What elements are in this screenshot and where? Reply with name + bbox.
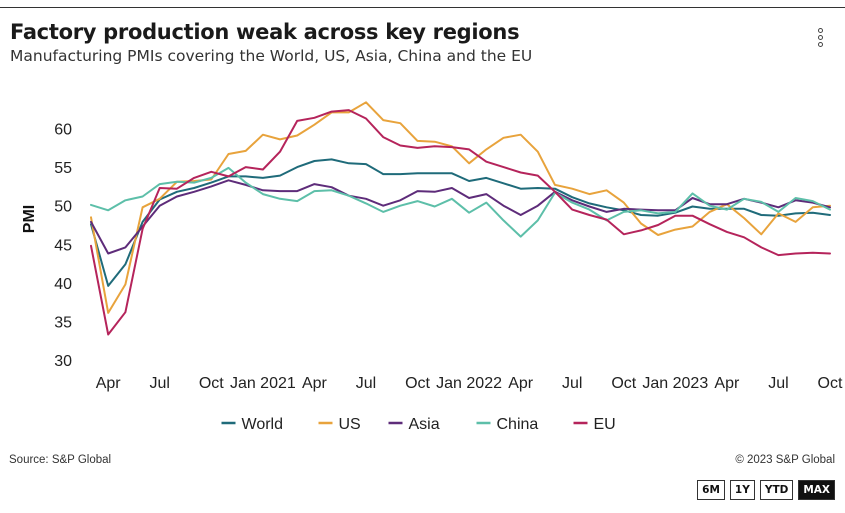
y-tick-label: 55 <box>54 160 72 177</box>
x-tick-label: Apr <box>96 375 122 392</box>
x-tick-label: Jul <box>356 375 376 392</box>
x-tick-label: Oct <box>611 375 636 392</box>
x-tick-label: Oct <box>818 375 843 392</box>
x-tick-label: Oct <box>199 375 224 392</box>
y-tick-label: 60 <box>54 122 72 139</box>
legend-label-asia: Asia <box>409 416 440 433</box>
y-axis-label: PMI <box>21 205 38 233</box>
chart-subtitle: Manufacturing PMIs covering the World, U… <box>10 47 533 65</box>
kebab-menu-icon[interactable] <box>813 28 827 56</box>
range-button-max[interactable]: MAX <box>798 480 835 500</box>
y-tick-label: 30 <box>54 353 72 370</box>
y-tick-label: 40 <box>54 276 72 293</box>
series-line-eu <box>90 109 831 336</box>
series-line-world <box>90 158 831 287</box>
chart-title: Factory production weak across key regio… <box>10 20 520 44</box>
legend-label-world: World <box>242 416 284 433</box>
series-line-asia <box>90 179 831 255</box>
x-tick-label: Jul <box>150 375 170 392</box>
x-tick-label: Oct <box>405 375 430 392</box>
source-note: Source: S&P Global <box>9 454 112 466</box>
range-button-6m[interactable]: 6M <box>697 480 725 500</box>
y-tick-label: 45 <box>54 237 72 254</box>
y-tick-label: 35 <box>54 314 72 331</box>
x-tick-label: Jul <box>562 375 582 392</box>
x-tick-label: Jan 2022 <box>436 375 502 392</box>
x-tick-label: Jan 2023 <box>642 375 708 392</box>
legend-label-eu: EU <box>594 416 616 433</box>
range-button-1y[interactable]: 1Y <box>729 480 755 500</box>
y-tick-label: 50 <box>54 199 72 216</box>
legend-label-us: US <box>339 416 361 433</box>
x-tick-label: Jan 2021 <box>230 375 296 392</box>
x-tick-label: Jul <box>768 375 788 392</box>
x-tick-label: Apr <box>714 375 740 392</box>
x-tick-label: Apr <box>302 375 328 392</box>
pmi-line-chart: 30 35 40 45 50 55 60 PMI Apr Jul Oct Jan 2021 Apr Jul… <box>21 101 843 433</box>
header-rule <box>0 7 845 8</box>
range-button-group: 6M 1Y YTD MAX <box>697 480 835 500</box>
range-button-ytd[interactable]: YTD <box>759 480 794 500</box>
series-line-china <box>90 166 831 238</box>
x-tick-label: Apr <box>508 375 534 392</box>
copyright-note: © 2023 S&P Global <box>735 454 835 466</box>
legend-label-china: China <box>497 416 539 433</box>
